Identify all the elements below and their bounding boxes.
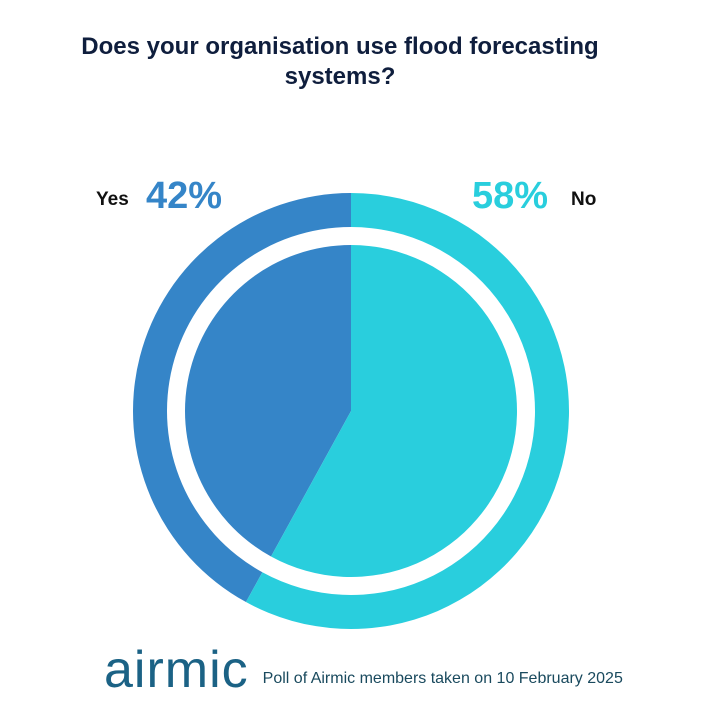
chart-title: Does your organisation use flood forecas… xyxy=(40,32,640,92)
label-yes: Yes xyxy=(96,189,129,210)
pie-slice-yes xyxy=(184,245,351,557)
ring-segment-yes xyxy=(133,193,351,603)
ring-segment-no xyxy=(245,193,570,629)
poll-caption: Poll of Airmic members taken on 10 Febru… xyxy=(262,670,623,687)
pie-slice-no xyxy=(271,245,517,577)
airmic-logo: airmic xyxy=(104,641,249,699)
value-label-no: 58% xyxy=(472,175,548,217)
label-no: No xyxy=(571,189,596,210)
pie-slices xyxy=(133,193,570,629)
chart-title-line-1: Does your organisation use flood forecas… xyxy=(81,33,599,60)
footer: airmic Poll of Airmic members taken on 1… xyxy=(104,640,623,696)
value-label-yes: 42% xyxy=(146,175,222,217)
chart-title-line-2: systems? xyxy=(284,63,396,90)
